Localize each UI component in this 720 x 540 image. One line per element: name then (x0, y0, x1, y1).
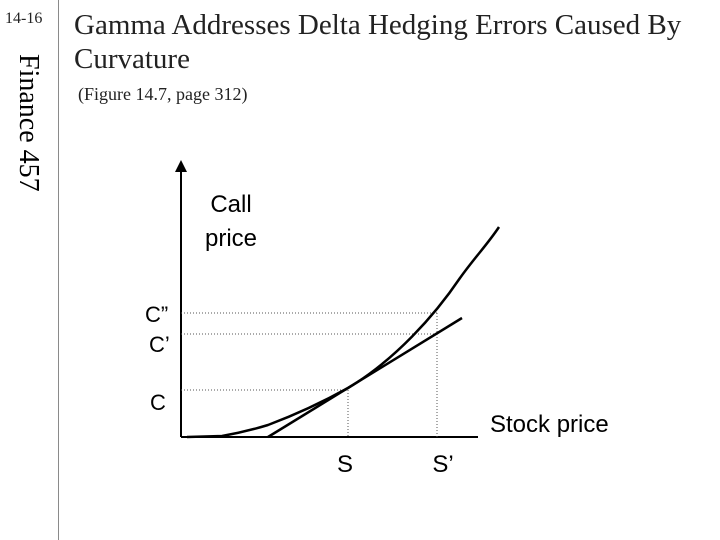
y-axis-arrowhead (175, 160, 187, 172)
y-tick-c-prime: C’ (149, 332, 170, 357)
x-axis-label: Stock price (490, 411, 609, 438)
x-tick-s: S (337, 451, 353, 478)
y-tick-c-double-prime: C” (145, 302, 168, 327)
y-tick-c: C (150, 390, 166, 415)
vertical-divider (58, 0, 59, 540)
tangent-line (267, 316, 463, 439)
y-axis-label-line1: Call (210, 191, 251, 218)
call-price-curve (186, 226, 501, 439)
x-tick-s-prime: S’ (432, 451, 453, 478)
y-axis-label-line2: price (205, 225, 257, 252)
slide-subtitle: (Figure 14.7, page 312) (78, 84, 248, 104)
slide-number: 14-16 (5, 10, 43, 27)
slide-title: Gamma Addresses Delta Hedging Errors Cau… (74, 9, 682, 75)
